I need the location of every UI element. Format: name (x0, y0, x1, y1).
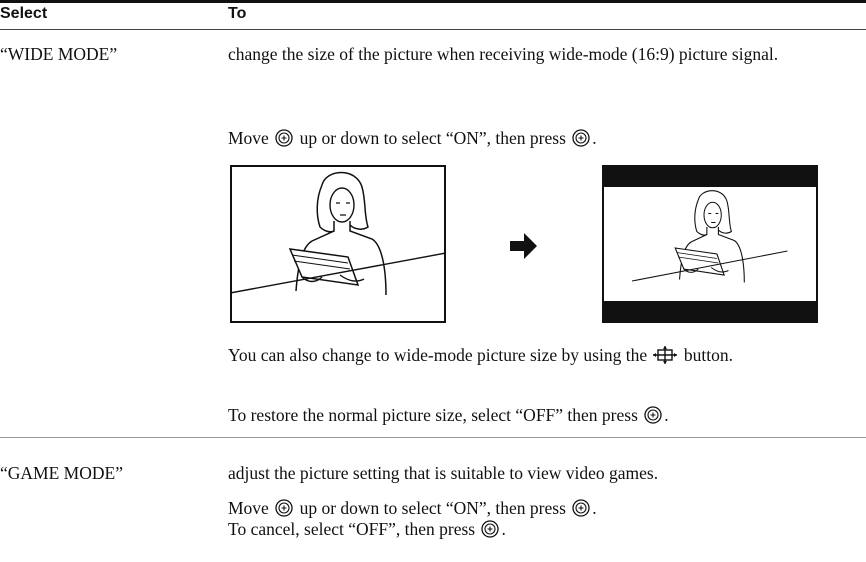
normal-picture (230, 165, 446, 323)
row-description: adjust the picture setting that is suita… (228, 463, 659, 483)
joystick-icon (481, 520, 499, 538)
row-description: change the size of the picture when rece… (228, 44, 779, 64)
header-to: To (228, 5, 247, 22)
text: . (501, 519, 506, 539)
joystick-icon (644, 406, 662, 424)
text: Move (228, 498, 269, 518)
instruction: You can also change to wide-mode picture… (228, 345, 818, 365)
row-select: “WIDE MODE” (0, 44, 118, 64)
wide-button-icon (653, 346, 677, 364)
arrow (510, 233, 537, 259)
joystick-icon (275, 129, 293, 147)
top-rule (0, 0, 866, 3)
text: up or down to select “ON”, then press (299, 128, 566, 148)
text: button. (683, 345, 733, 365)
joystick-icon (275, 499, 293, 517)
header-rule (0, 29, 866, 30)
text: Move (228, 128, 269, 148)
text: . (592, 128, 597, 148)
joystick-icon (572, 129, 590, 147)
wide-picture (602, 165, 818, 323)
row-rule (0, 437, 866, 438)
instruction: To restore the normal picture size, sele… (228, 405, 669, 425)
header-select: Select (0, 5, 48, 22)
text: . (592, 498, 597, 518)
joystick-icon (572, 499, 590, 517)
text: up or down to select “ON”, then press (299, 498, 566, 518)
row-select: “GAME MODE” (0, 463, 123, 483)
instruction: Move up or down to select “ON”, then pre… (228, 128, 597, 148)
text: To cancel, select “OFF”, then press (228, 519, 476, 539)
text: To restore the normal picture size, sele… (228, 405, 638, 425)
instruction: Move up or down to select “ON”, then pre… (228, 498, 597, 518)
instruction: To cancel, select “OFF”, then press . (228, 519, 506, 539)
text: . (664, 405, 669, 425)
text: You can also change to wide-mode picture… (228, 345, 648, 365)
